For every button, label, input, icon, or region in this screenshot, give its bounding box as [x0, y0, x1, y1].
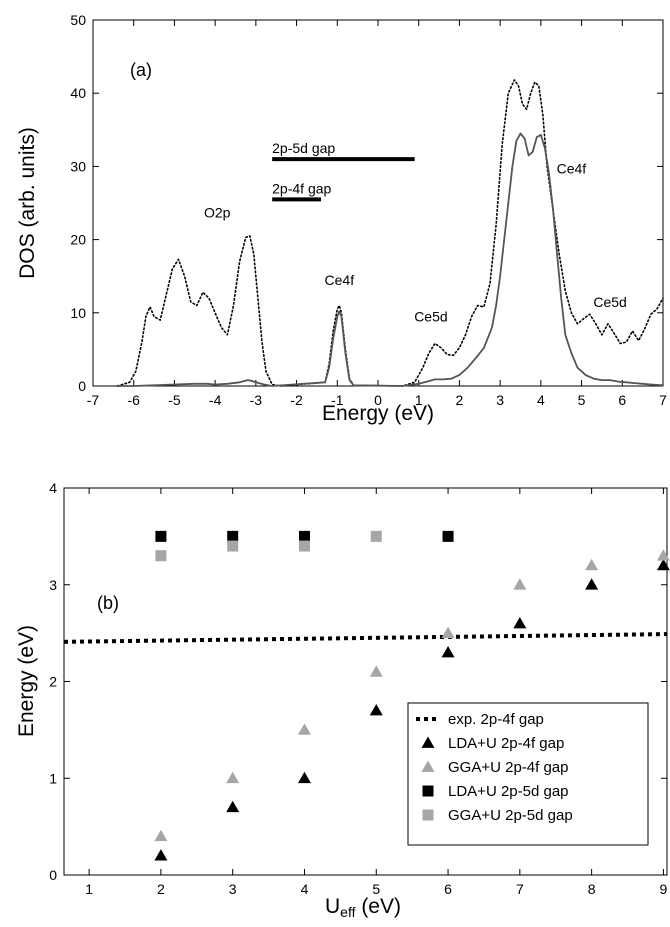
triangle-point	[585, 558, 599, 571]
y-tick-label: 50	[70, 12, 86, 28]
dos-x-axis-label: Energy (eV)	[322, 402, 434, 425]
x-tick-label: 8	[588, 881, 596, 897]
triangle-point	[513, 616, 527, 629]
x-tick-label: -7	[87, 392, 100, 408]
dos-y-axis-label: DOS (arb. units)	[16, 127, 39, 279]
peak-annotation: Ce4f	[325, 272, 355, 288]
x-tick-label: 6	[618, 392, 626, 408]
y-tick-label: 1	[49, 770, 57, 786]
x-tick-label: 9	[660, 881, 668, 897]
legend-swatch	[421, 736, 435, 748]
x-tick-label: -1	[331, 392, 344, 408]
peak-annotation: Ce4f	[557, 161, 587, 177]
y-tick-label: 4	[49, 480, 57, 496]
dos-partial-line	[117, 132, 664, 387]
triangle-point	[226, 771, 240, 784]
x-tick-label: 5	[578, 392, 586, 408]
triangle-point	[369, 704, 383, 716]
exp-gap-line	[63, 632, 668, 644]
triangle-point	[154, 849, 168, 861]
triangle-point	[297, 771, 311, 784]
x-tick-label: 3	[496, 392, 504, 408]
gap-x-axis-label: Ueff (eV)	[325, 895, 401, 920]
square-point	[298, 540, 310, 552]
square-point	[227, 530, 239, 542]
gap-panel-label: (b)	[97, 593, 119, 613]
x-tick-label: 4	[301, 881, 309, 897]
gap-bar-label: 2p-4f gap	[272, 180, 331, 196]
dos-gap-bars: 2p-5d gap 2p-4f gap	[272, 140, 415, 202]
dos-annotations: O2p Ce4f Ce5d Ce4f Ce5d	[204, 161, 627, 325]
x-tick-label: -3	[250, 392, 263, 408]
peak-annotation: O2p	[204, 205, 231, 221]
triangle-point	[154, 829, 168, 842]
legend-swatch	[422, 809, 434, 821]
legend-entry: GGA+U 2p-4f gap	[448, 759, 568, 776]
dos-series	[116, 79, 664, 387]
x-tick-label: 2	[456, 392, 464, 408]
triangle-point	[369, 665, 383, 677]
y-tick-label: 3	[49, 577, 57, 593]
triangle-point	[226, 800, 240, 813]
y-tick-label: 2	[49, 674, 57, 690]
triangle-point	[513, 578, 527, 590]
square-point	[298, 530, 310, 542]
x-tick-label: -4	[209, 392, 222, 408]
y-tick-label: 0	[78, 378, 86, 394]
square-point	[155, 550, 167, 562]
x-tick-label: -6	[127, 392, 140, 408]
square-point	[227, 540, 239, 552]
x-tick-label: 1	[415, 392, 423, 408]
peak-annotation: Ce5d	[414, 309, 447, 325]
peak-annotation: Ce5d	[593, 294, 626, 310]
x-tick-label: 3	[229, 881, 237, 897]
x-tick-label: 5	[372, 881, 380, 897]
y-tick-label: 10	[70, 305, 86, 321]
x-tick-label: 4	[537, 392, 545, 408]
x-tick-label: -2	[290, 392, 303, 408]
x-tick-label: 7	[659, 392, 667, 408]
triangle-point	[585, 578, 599, 590]
square-point	[442, 530, 454, 542]
dos-panel: -7 -6 -5 -4 -3 -2 -1 0 1 2 3 4 5 6 7 0 10 20 30 40 50 2p-5d …	[16, 12, 667, 425]
legend-entry: exp. 2p-4f gap	[448, 711, 544, 728]
legend-swatch	[422, 785, 434, 797]
dos-total-line	[116, 79, 664, 387]
square-point	[155, 530, 167, 542]
triangle-point	[441, 626, 455, 638]
dos-axis-ticks: -7 -6 -5 -4 -3 -2 -1 0 1 2 3 4 5 6 7 0 10 20 30 40 50	[70, 12, 667, 408]
triangle-point	[656, 558, 670, 571]
gap-bar-label: 2p-5d gap	[272, 140, 335, 156]
x-tick-label: 0	[374, 392, 382, 408]
x-tick-label: 1	[85, 881, 93, 897]
dos-plot-frame	[92, 19, 664, 387]
legend-entry: GGA+U 2p-5d gap	[448, 807, 573, 824]
legend-box	[407, 702, 649, 846]
gap-y-axis-label: Energy (eV)	[15, 625, 38, 737]
legend-entry: LDA+U 2p-5d gap	[448, 783, 569, 800]
gap-series	[63, 530, 670, 861]
square-point	[370, 530, 382, 542]
triangle-point	[297, 723, 311, 735]
gap-axis-ticks: 1 2 3 4 5 6 7 8 9 0 1 2 3 4	[49, 480, 667, 897]
triangle-point	[656, 549, 670, 561]
y-tick-label: 40	[70, 85, 86, 101]
legend: exp. 2p-4f gap LDA+U 2p-4f gap GGA+U 2p-4f…	[407, 702, 649, 846]
x-tick-label: -5	[168, 392, 181, 408]
triangle-point	[441, 645, 455, 658]
dos-panel-label: (a)	[130, 60, 152, 80]
x-tick-label: 2	[157, 881, 165, 897]
y-tick-label: 30	[70, 158, 86, 174]
y-tick-label: 0	[49, 867, 57, 883]
x-tick-label: 6	[444, 881, 452, 897]
y-tick-label: 20	[70, 232, 86, 248]
x-tick-label: 7	[516, 881, 524, 897]
legend-swatch	[421, 760, 435, 772]
legend-entry: LDA+U 2p-4f gap	[448, 735, 564, 752]
gap-panel: 1 2 3 4 5 6 7 8 9 0 1 2 3 4 exp. 2p-4f gap LDA+U 2p-4f…	[15, 480, 670, 920]
